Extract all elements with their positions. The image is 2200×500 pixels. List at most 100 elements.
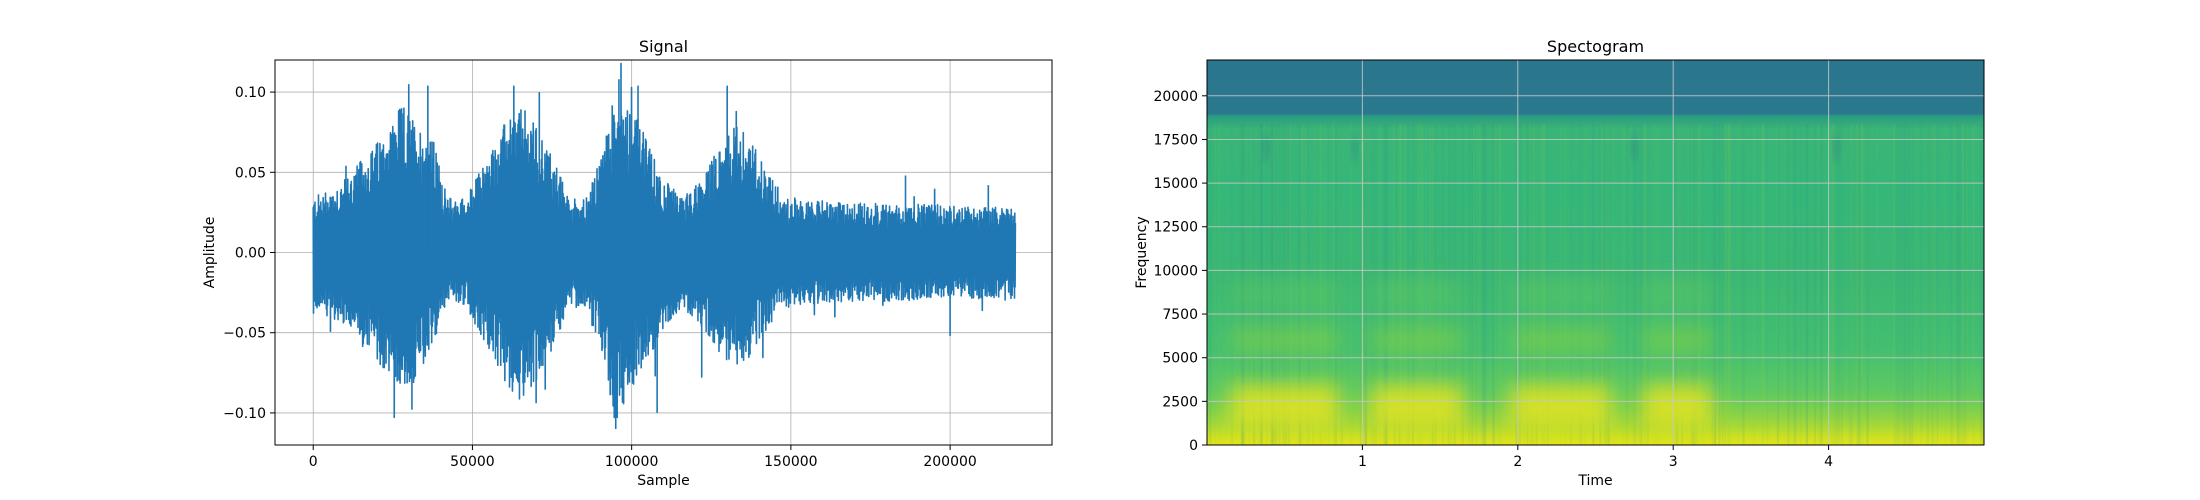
spectrogram-streak bbox=[1830, 123, 1834, 445]
spectrogram-formant-band-high bbox=[1642, 279, 1713, 309]
spectrogram-streak bbox=[1365, 123, 1367, 445]
spectrogram-grid bbox=[1207, 60, 1984, 445]
spectrogram-streak bbox=[1725, 123, 1728, 445]
signal-y-axis: −0.10 −0.05 0.00 0.05 0.10 bbox=[223, 85, 275, 422]
spectrogram-energy-band bbox=[1230, 383, 1340, 428]
spectrogram-energy-band bbox=[1510, 383, 1612, 428]
spectrogram-streak bbox=[1340, 123, 1343, 445]
spectrogram-y-tick-label: 2500 bbox=[1162, 394, 1198, 410]
spectrogram-streak bbox=[1895, 123, 1897, 445]
spectrogram-streak bbox=[1850, 123, 1853, 445]
spectrogram-formant-band-high bbox=[1230, 279, 1340, 309]
spectrogram-streak bbox=[1963, 123, 1966, 445]
spectrogram-streak bbox=[1902, 123, 1905, 445]
signal-x-label: Sample bbox=[637, 473, 690, 489]
spectrogram-streak bbox=[1952, 123, 1956, 445]
spectrogram-streak bbox=[1741, 123, 1744, 445]
spectrogram-y-axis: 0 2500 5000 7500 10000 12500 15000 17500 20000 bbox=[1153, 89, 1207, 454]
spectrogram-y-tick-label: 5000 bbox=[1162, 351, 1198, 367]
spectrogram-streak bbox=[1956, 123, 1959, 445]
spectrogram-streak bbox=[1834, 123, 1837, 445]
signal-x-tick-label: 200000 bbox=[923, 454, 976, 470]
spectrogram-streak bbox=[1982, 123, 1984, 445]
spectrogram-image bbox=[1207, 60, 1984, 445]
spectrogram-streak bbox=[1848, 123, 1851, 445]
spectrogram-formant-band bbox=[1230, 326, 1340, 355]
spectrogram-streak bbox=[1906, 123, 1908, 445]
spectrogram-streak bbox=[1904, 123, 1906, 445]
spectrogram-y-tick-label: 0 bbox=[1189, 438, 1198, 454]
spectrogram-streak bbox=[1613, 123, 1615, 445]
spectrogram-streak bbox=[1214, 123, 1217, 445]
spectrogram-streak bbox=[1714, 123, 1716, 445]
spectrogram-streak bbox=[1832, 123, 1834, 445]
signal-chart: Signal 0 50000 100000 150000 200000 −0.10−0.… bbox=[202, 37, 1053, 489]
spectrogram-streak bbox=[1836, 123, 1840, 445]
signal-y-tick-label: 0.00 bbox=[235, 246, 266, 262]
spectrogram-streak bbox=[1893, 123, 1896, 445]
spectrogram-streak bbox=[1841, 123, 1843, 445]
spectrogram-streak bbox=[1866, 123, 1869, 445]
signal-y-tick-label: −0.05 bbox=[223, 326, 266, 342]
spectrogram-streak bbox=[1911, 123, 1914, 445]
spectrogram-streak bbox=[1364, 123, 1368, 445]
spectrogram-streak bbox=[1819, 123, 1822, 445]
spectrogram-streak bbox=[1762, 123, 1765, 445]
spectrogram-x-tick-label: 3 bbox=[1669, 454, 1678, 470]
spectrogram-streak bbox=[1717, 123, 1721, 445]
spectrogram-streak bbox=[1805, 123, 1808, 445]
spectrogram-streak bbox=[1866, 123, 1869, 445]
spectrogram-dip bbox=[1833, 136, 1840, 161]
spectrogram-streak bbox=[1926, 123, 1930, 445]
spectrogram-streak bbox=[1711, 123, 1714, 445]
spectrogram-streak bbox=[1931, 123, 1934, 445]
spectrogram-y-tick-label: 10000 bbox=[1153, 263, 1198, 279]
spectrogram-streak bbox=[1479, 123, 1481, 445]
spectrogram-streak bbox=[1640, 123, 1643, 445]
spectrogram-streak bbox=[1622, 123, 1625, 445]
spectrogram-streak bbox=[1762, 123, 1764, 445]
spectrogram-streak bbox=[1920, 123, 1923, 445]
spectrogram-streak bbox=[1359, 123, 1362, 445]
spectrogram-streak bbox=[1908, 123, 1912, 445]
spectrogram-formant-band bbox=[1642, 326, 1713, 355]
spectrogram-streak bbox=[1626, 123, 1629, 445]
spectrogram-streak bbox=[1959, 123, 1962, 445]
spectrogram-x-label: Time bbox=[1577, 473, 1612, 489]
spectrogram-streak bbox=[1724, 123, 1727, 445]
spectrogram-streak bbox=[1218, 123, 1220, 445]
spectrogram-streak bbox=[1753, 123, 1756, 445]
spectrogram-streak bbox=[1761, 123, 1763, 445]
spectrogram-formant-band-high bbox=[1370, 279, 1464, 309]
spectrogram-streak bbox=[1876, 123, 1879, 445]
signal-title: Signal bbox=[639, 37, 688, 56]
spectrogram-streak bbox=[1472, 123, 1475, 445]
spectrogram-streak bbox=[1904, 123, 1906, 445]
signal-x-tick-label: 50000 bbox=[450, 454, 495, 470]
spectrogram-streak bbox=[1867, 123, 1869, 445]
signal-waveform bbox=[312, 62, 1017, 429]
spectrogram-streak bbox=[1980, 123, 1982, 445]
spectrogram-streak bbox=[1633, 123, 1636, 445]
spectrogram-streak bbox=[1966, 123, 1969, 445]
spectrogram-streak bbox=[1859, 123, 1863, 445]
spectrogram-streak bbox=[1497, 123, 1500, 445]
spectrogram-streak bbox=[1820, 123, 1823, 445]
spectrogram-streak bbox=[1719, 123, 1721, 445]
spectrogram-streak bbox=[1838, 123, 1841, 445]
signal-y-tick-label: 0.10 bbox=[235, 85, 266, 101]
spectrogram-streak bbox=[1499, 123, 1502, 445]
spectrogram-streak bbox=[1899, 123, 1902, 445]
spectrogram-y-tick-label: 7500 bbox=[1162, 307, 1198, 323]
spectrogram-frame bbox=[1206, 59, 1985, 446]
spectrogram-chart: Spectogram 1 2 3 4 0 2500 5000 7500 10000 12500 1… bbox=[1134, 37, 1985, 489]
signal-x-tick-label: 150000 bbox=[764, 454, 817, 470]
spectrogram-streak bbox=[1638, 123, 1641, 445]
spectrogram-streak bbox=[1713, 123, 1717, 445]
spectrogram-streak bbox=[1737, 123, 1740, 445]
spectrogram-streak bbox=[1833, 123, 1836, 445]
spectrogram-streak bbox=[1849, 123, 1852, 445]
spectrogram-streak bbox=[1493, 123, 1497, 445]
spectrogram-streak bbox=[1897, 123, 1900, 445]
